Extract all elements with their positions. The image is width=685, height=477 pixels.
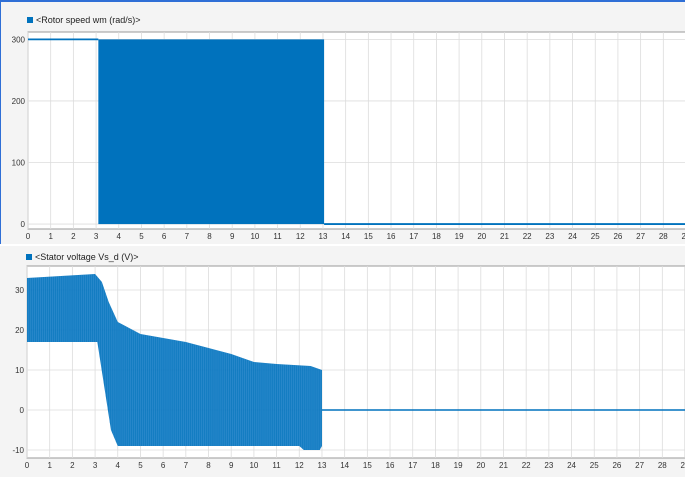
- x-tick-label: 29: [681, 461, 685, 470]
- y-tick-label: 20: [15, 326, 24, 335]
- y-tick-label: 30: [15, 286, 24, 295]
- legend-stator-voltage[interactable]: <Stator voltage Vs_d (V)>: [26, 250, 139, 264]
- x-tick-label: 26: [613, 232, 622, 241]
- legend-label-rotor-speed: <Rotor speed wm (rad/s)>: [36, 15, 141, 25]
- legend-rotor-speed[interactable]: <Rotor speed wm (rad/s)>: [27, 13, 141, 27]
- y-tick-label: 0: [20, 406, 25, 415]
- oscillation-envelope: [27, 274, 322, 450]
- x-tick-label: 23: [545, 232, 554, 241]
- x-tick-label: 3: [93, 461, 98, 470]
- x-tick-label: 20: [477, 232, 486, 241]
- x-tick-label: 19: [454, 461, 463, 470]
- x-tick-label: 11: [272, 461, 281, 470]
- x-tick-label: 18: [431, 461, 440, 470]
- y-tick-label: 300: [12, 35, 26, 44]
- x-tick-label: 6: [162, 232, 167, 241]
- x-tick-label: 12: [295, 461, 304, 470]
- x-tick-label: 24: [567, 461, 576, 470]
- x-tick-label: 21: [499, 461, 508, 470]
- x-tick-label: 15: [363, 461, 372, 470]
- x-tick-label: 12: [296, 232, 305, 241]
- x-tick-label: 1: [48, 232, 53, 241]
- x-tick-label: 4: [117, 232, 122, 241]
- x-tick-label: 20: [476, 461, 485, 470]
- x-tick-label: 9: [229, 461, 234, 470]
- x-tick-label: 27: [635, 461, 644, 470]
- y-tick-label: 0: [21, 220, 26, 229]
- x-tick-label: 16: [386, 461, 395, 470]
- y-tick-label: 10: [15, 366, 24, 375]
- x-tick-label: 25: [591, 232, 600, 241]
- x-tick-label: 24: [568, 232, 577, 241]
- x-tick-label: 25: [590, 461, 599, 470]
- x-tick-label: 19: [455, 232, 464, 241]
- x-tick-label: 14: [341, 232, 350, 241]
- legend-swatch: [26, 254, 32, 260]
- oscillation-band: [98, 39, 325, 225]
- x-tick-label: 6: [161, 461, 166, 470]
- rotor-speed-chart: 0 1 2 3 4 5 6 7 8 9 10 11 12 13 14 15 16 17 18 19 20 21 22 23 24…: [12, 31, 685, 241]
- x-tick-label: 29: [682, 232, 685, 241]
- y-tick-label: 200: [12, 97, 26, 106]
- x-tick-label: 5: [138, 461, 143, 470]
- legend-label-stator-voltage: <Stator voltage Vs_d (V)>: [35, 252, 139, 262]
- x-tick-label: 0: [25, 461, 30, 470]
- x-tick-label: 8: [206, 461, 211, 470]
- x-tick-label: 8: [207, 232, 212, 241]
- x-tick-label: 2: [70, 461, 75, 470]
- x-tick-label: 22: [523, 232, 532, 241]
- x-tick-label: 23: [544, 461, 553, 470]
- x-tick-label: 10: [250, 232, 259, 241]
- x-tick-label: 17: [409, 232, 418, 241]
- stator-voltage-chart: 0 1 2 3 4 5 6 7 8 9 10 11 12 13 14 15 16 17 18 19 20 21 22 23 24…: [12, 265, 685, 470]
- x-tick-label: 7: [185, 232, 190, 241]
- x-tick-label: 15: [364, 232, 373, 241]
- x-tick-label: 5: [139, 232, 144, 241]
- series-stator-voltage: [27, 274, 685, 450]
- x-tick-label: 0: [26, 232, 31, 241]
- x-tick-label: 9: [230, 232, 235, 241]
- legend-swatch: [27, 17, 33, 23]
- x-tick-label: 10: [249, 461, 258, 470]
- oscillation-texture: [27, 274, 321, 450]
- x-tick-label: 1: [47, 461, 52, 470]
- x-tick-label: 13: [318, 461, 327, 470]
- x-tick-label: 26: [612, 461, 621, 470]
- y-tick-label: -10: [12, 446, 24, 455]
- x-tick-label: 2: [71, 232, 76, 241]
- x-tick-label: 11: [273, 232, 282, 241]
- x-tick-label: 16: [387, 232, 396, 241]
- stator-voltage-panel: <Stator voltage Vs_d (V)> 0 1 2 3 4 5 6 7 8 9 10 11…: [0, 246, 685, 477]
- x-tick-label: 3: [94, 232, 99, 241]
- x-tick-label: 18: [432, 232, 441, 241]
- x-tick-label: 13: [319, 232, 328, 241]
- x-tick-label: 4: [116, 461, 121, 470]
- x-tick-label: 27: [636, 232, 645, 241]
- x-tick-label: 21: [500, 232, 509, 241]
- x-tick-label: 7: [184, 461, 189, 470]
- rotor-speed-panel: <Rotor speed wm (rad/s)> 0 1 2 3 4 5 6 7 8 9 10 11 1…: [0, 0, 685, 244]
- x-tick-label: 17: [408, 461, 417, 470]
- x-tick-label: 14: [340, 461, 349, 470]
- y-tick-label: 100: [12, 159, 26, 168]
- series-rotor-speed: [28, 38, 685, 225]
- x-tick-label: 22: [522, 461, 531, 470]
- x-tick-label: 28: [659, 232, 668, 241]
- x-tick-label: 28: [658, 461, 667, 470]
